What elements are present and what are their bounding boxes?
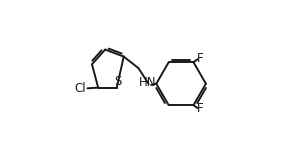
Text: F: F xyxy=(197,52,203,65)
Text: Cl: Cl xyxy=(74,82,86,95)
Text: F: F xyxy=(197,102,203,115)
Text: S: S xyxy=(114,75,122,88)
Text: HN: HN xyxy=(139,76,156,89)
